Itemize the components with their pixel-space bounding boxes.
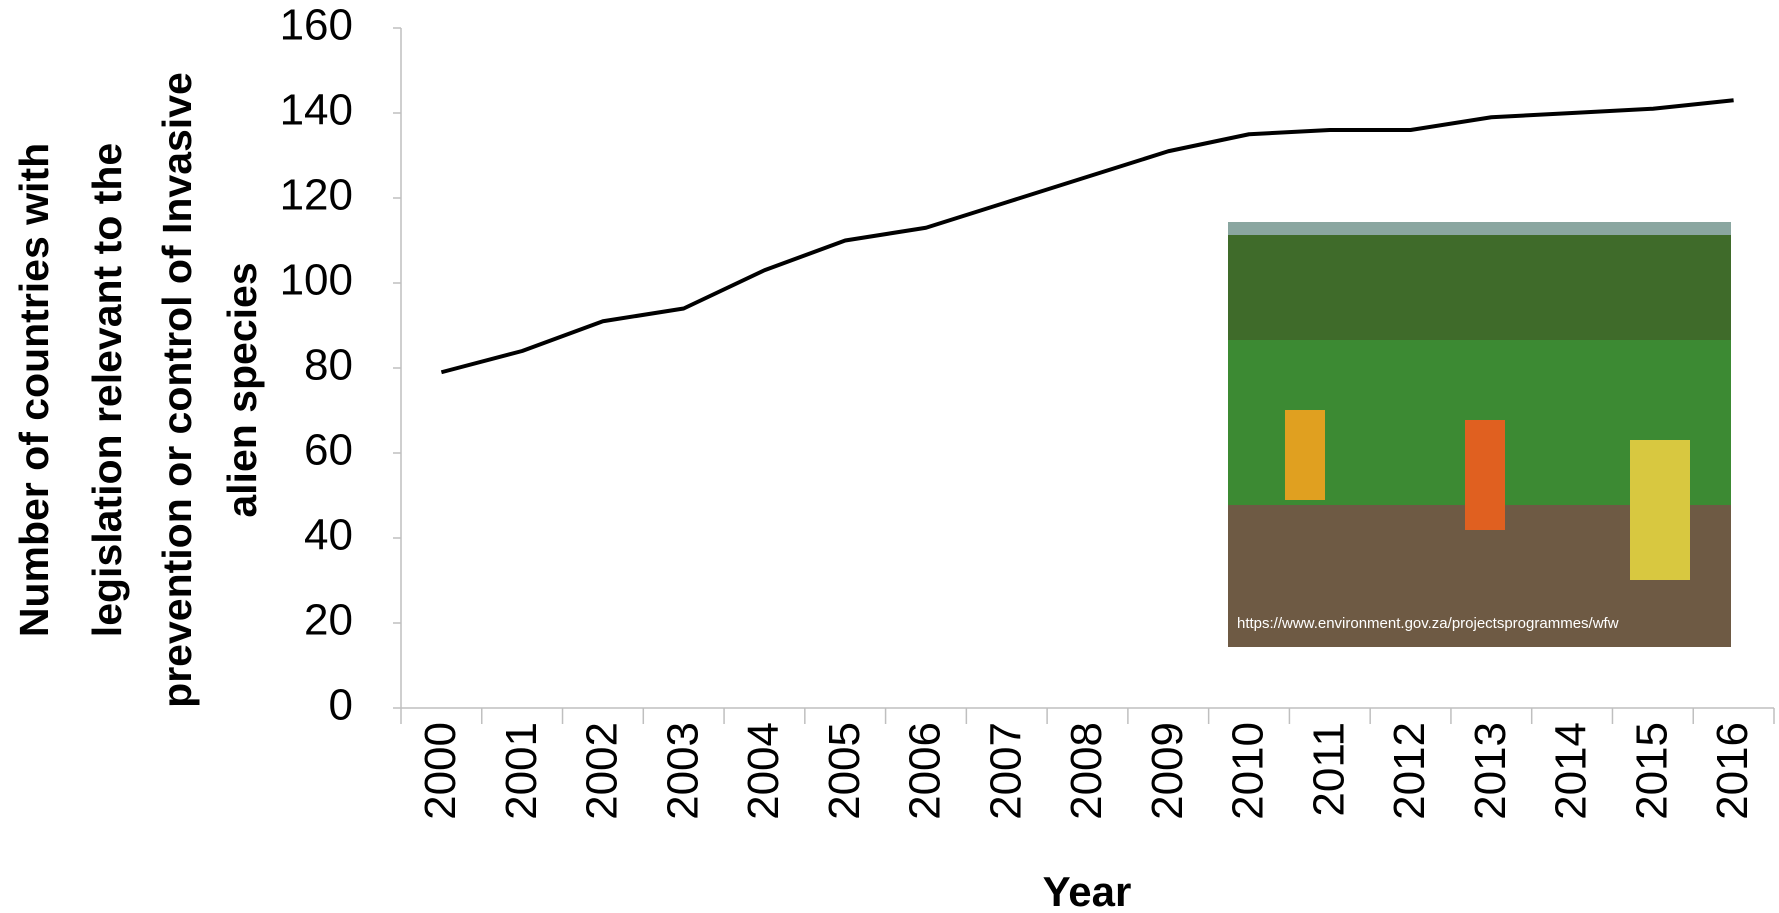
photo-caption: https://www.environment.gov.za/projectsp… (1237, 615, 1619, 632)
x-tick-label: 2003 (658, 722, 707, 820)
y-axis-title: legislation relevant to the (84, 143, 130, 637)
x-tick-label: 2009 (1143, 722, 1192, 820)
y-tick-label: 20 (304, 596, 353, 645)
data-line (440, 98, 1734, 375)
x-tick-label: 2014 (1547, 722, 1596, 820)
x-tick-label: 2007 (981, 722, 1030, 820)
y-axis-title: Number of countries with (11, 143, 57, 637)
x-tick-label: 2008 (1062, 722, 1111, 820)
x-tick-label: 2002 (578, 722, 627, 820)
y-tick-label: 120 (280, 171, 353, 220)
x-tick-label: 2010 (1224, 722, 1273, 820)
y-tick-label: 40 (304, 511, 353, 560)
x-tick-label: 2004 (739, 722, 788, 820)
x-axis-title: Year (1043, 868, 1132, 913)
x-tick-label: 2001 (497, 722, 546, 820)
x-tick-label: 2011 (1304, 722, 1353, 817)
y-tick-label: 160 (280, 1, 353, 50)
y-axis-title: prevention or control of Invasive (154, 72, 200, 708)
photo-worker (1285, 410, 1325, 500)
x-tick-label: 2016 (1708, 722, 1757, 820)
y-tick-label: 60 (304, 426, 353, 475)
photo-worker (1465, 420, 1505, 530)
x-tick-label: 2013 (1466, 722, 1515, 820)
x-tick-label: 2012 (1385, 722, 1434, 820)
photo-worker (1630, 440, 1690, 580)
x-tick-label: 2000 (416, 722, 465, 820)
x-tick-label: 2015 (1627, 722, 1676, 820)
y-tick-label: 140 (280, 86, 353, 135)
x-tick-label: 2006 (901, 722, 950, 820)
y-tick-label: 100 (280, 256, 353, 305)
photo: https://www.environment.gov.za/projectsp… (1228, 222, 1731, 647)
y-tick-label: 0 (329, 681, 353, 730)
y-tick-label: 80 (304, 341, 353, 390)
x-tick-label: 2005 (820, 722, 869, 820)
y-axis-title: alien species (219, 262, 265, 517)
